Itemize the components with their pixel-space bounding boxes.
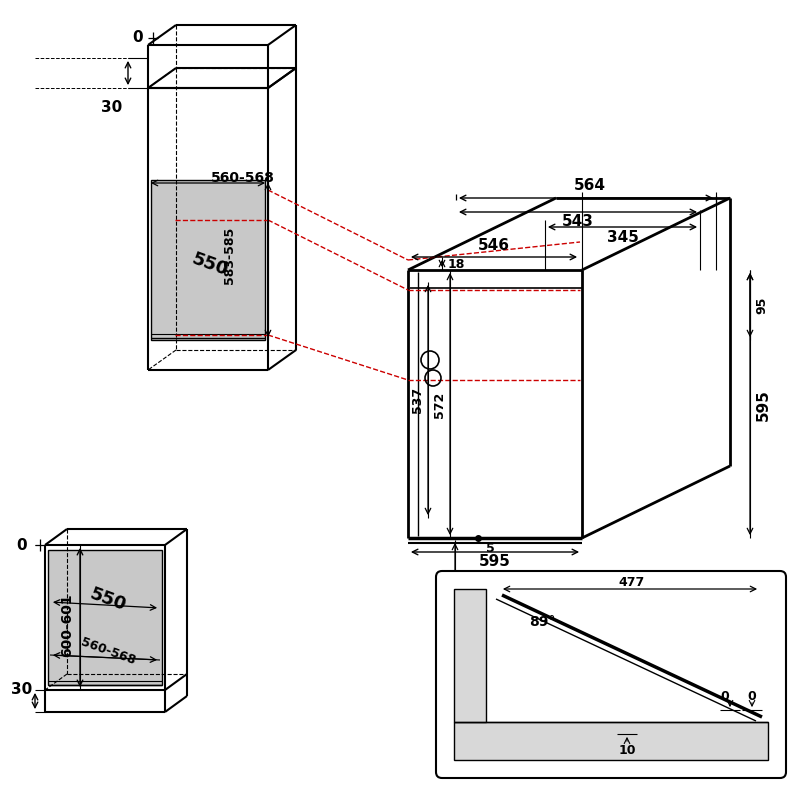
Text: 537: 537 — [411, 387, 425, 413]
Text: 600-601: 600-601 — [60, 593, 74, 657]
Text: 560-568: 560-568 — [211, 171, 275, 185]
Text: 564: 564 — [574, 178, 606, 194]
Polygon shape — [151, 180, 265, 340]
Text: 560-568: 560-568 — [79, 636, 137, 668]
Text: 0: 0 — [133, 30, 143, 46]
Text: 10: 10 — [618, 743, 636, 757]
Text: 89°: 89° — [529, 615, 555, 629]
Text: 477: 477 — [619, 575, 645, 589]
Text: 595: 595 — [479, 554, 511, 570]
Polygon shape — [48, 550, 162, 685]
Text: 18: 18 — [447, 258, 465, 271]
Bar — [454, 722, 768, 760]
Text: 5: 5 — [486, 542, 494, 554]
Text: 30: 30 — [102, 101, 122, 115]
Text: 543: 543 — [562, 214, 594, 230]
Text: 95: 95 — [755, 296, 769, 314]
Text: 583-585: 583-585 — [223, 226, 237, 284]
FancyBboxPatch shape — [436, 571, 786, 778]
Text: 0: 0 — [748, 690, 756, 703]
Text: 345: 345 — [607, 230, 639, 246]
Bar — [454, 589, 486, 722]
Text: 20: 20 — [459, 571, 477, 585]
Text: 0: 0 — [721, 690, 730, 703]
Text: 546: 546 — [478, 238, 510, 254]
Text: 572: 572 — [434, 392, 446, 418]
Text: 0: 0 — [17, 538, 27, 553]
Text: 30: 30 — [11, 682, 33, 698]
Text: 595: 595 — [755, 389, 770, 421]
Text: 550: 550 — [190, 250, 230, 280]
Text: 550: 550 — [87, 585, 129, 615]
